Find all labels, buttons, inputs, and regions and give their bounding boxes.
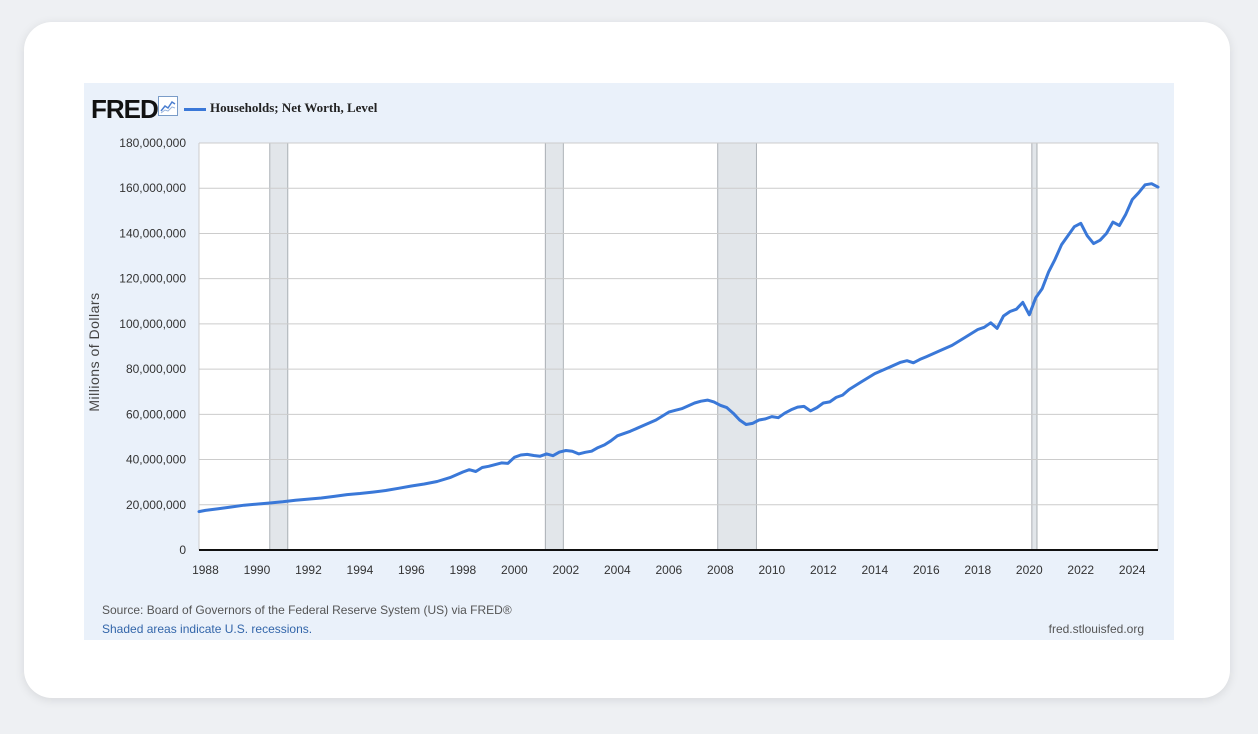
x-tick-label: 2012 [810, 563, 837, 577]
y-tick-label: 60,000,000 [126, 407, 186, 421]
line-chart-icon [158, 96, 178, 116]
fred-logo[interactable]: FRED [91, 94, 159, 124]
series-line [197, 182, 1160, 514]
x-tick-label: 2010 [758, 563, 785, 577]
x-tick-label: 2006 [655, 563, 682, 577]
y-tick-label: 0 [179, 543, 186, 557]
y-tick-label: 80,000,000 [126, 362, 186, 376]
site-link[interactable]: fred.stlouisfed.org [1048, 622, 1144, 636]
y-tick-label: 40,000,000 [126, 453, 186, 467]
y-tick-label: 140,000,000 [119, 226, 186, 240]
y-tick-label: 20,000,000 [126, 498, 186, 512]
x-tick-label: 2024 [1119, 563, 1146, 577]
plot-area [199, 143, 1158, 550]
source-note: Source: Board of Governors of the Federa… [102, 603, 512, 617]
recession-band [1031, 142, 1038, 551]
x-tick-label: 2018 [964, 563, 991, 577]
y-tick-label: 100,000,000 [119, 317, 186, 331]
x-tick-label: 2008 [707, 563, 734, 577]
x-tick-label: 2020 [1016, 563, 1043, 577]
x-tick-label: 2014 [861, 563, 888, 577]
y-tick-label: 160,000,000 [119, 181, 186, 195]
recession-note: Shaded areas indicate U.S. recessions. [102, 622, 313, 636]
x-tick-label: 1992 [295, 563, 322, 577]
x-tick-label: 2004 [604, 563, 631, 577]
recession-band [717, 142, 757, 551]
x-tick-label: 2002 [553, 563, 580, 577]
x-tick-label: 1990 [244, 563, 271, 577]
legend-swatch [184, 108, 206, 111]
legend-label: Households; Net Worth, Level [210, 100, 378, 115]
x-tick-label: 1988 [192, 563, 219, 577]
recession-band [544, 142, 564, 551]
x-tick-label: 2022 [1067, 563, 1094, 577]
x-tick-label: 2016 [913, 563, 940, 577]
y-tick-label: 120,000,000 [119, 272, 186, 286]
x-tick-label: 1998 [450, 563, 477, 577]
x-tick-label: 1994 [347, 563, 374, 577]
x-tick-label: 2000 [501, 563, 528, 577]
y-tick-label: 180,000,000 [119, 136, 186, 150]
recession-band [269, 142, 289, 551]
x-tick-label: 1996 [398, 563, 425, 577]
